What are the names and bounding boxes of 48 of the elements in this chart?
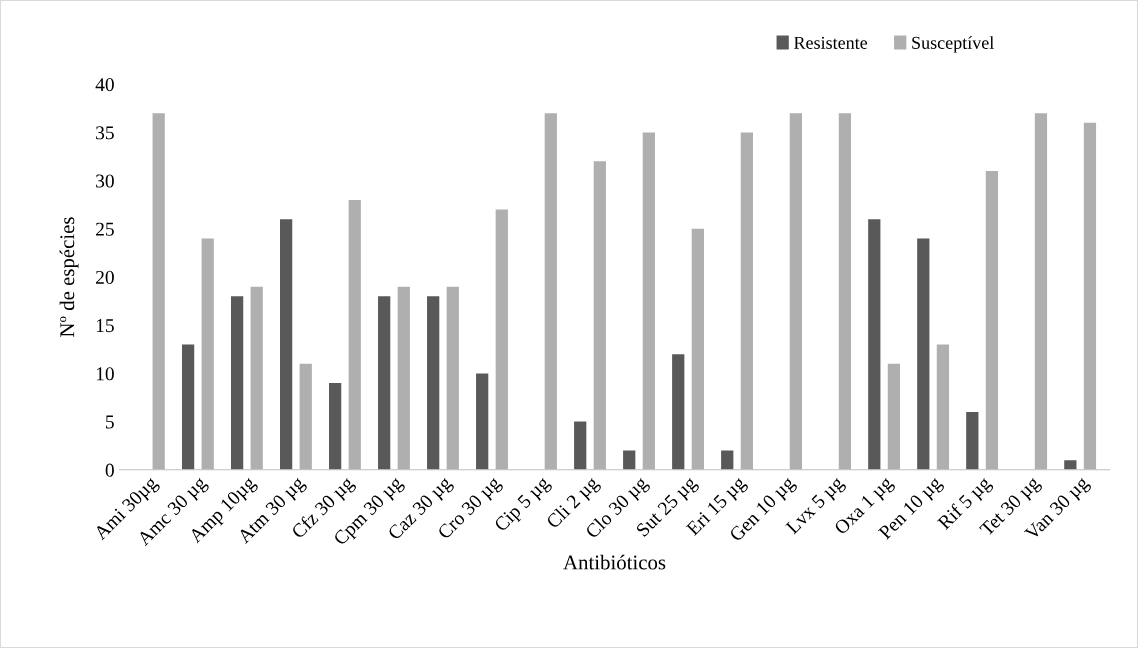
bar [378,296,391,470]
bar [495,209,508,470]
bar [1083,122,1097,470]
y-tick-label: 15 [96,319,114,333]
bar [917,238,930,470]
bar [397,286,410,470]
legend-label: Susceptível [912,36,994,53]
y-tick-label: 35 [96,126,114,140]
y-tick-label: 20 [96,270,114,284]
bar [593,161,606,470]
bar [280,219,293,470]
bar [201,238,214,470]
bar [152,113,165,470]
bar [574,421,587,470]
bar [838,113,852,470]
bar [740,132,753,470]
bar [427,296,440,470]
y-axis-title: Nº de espécies [59,217,79,337]
bar [672,354,685,470]
y-tick-label: 5 [106,415,114,429]
bar [789,113,802,470]
bar [1064,460,1077,470]
bar [476,373,489,470]
bar [721,450,734,470]
legend-label: Resistente [794,36,868,49]
bar [936,344,950,470]
bar [642,132,655,470]
bar [1034,113,1048,470]
bar [887,363,901,470]
y-tick-label: 10 [96,367,114,381]
bar [868,219,881,470]
y-tick-label: 0 [105,463,114,477]
y-tick-label: 30 [96,174,114,188]
bar [691,228,704,470]
bar [250,286,263,470]
y-tick-label: 25 [96,222,114,236]
y-tick-label: 40 [95,78,114,92]
bar [544,113,557,470]
bar [348,199,361,470]
bar [985,170,999,470]
bar [299,363,312,470]
bar [966,411,979,470]
bar [181,344,195,470]
bar [623,450,636,470]
x-axis-title: Antibióticos [563,554,666,570]
bar [446,286,459,470]
bar [329,383,342,470]
bar [230,296,244,470]
